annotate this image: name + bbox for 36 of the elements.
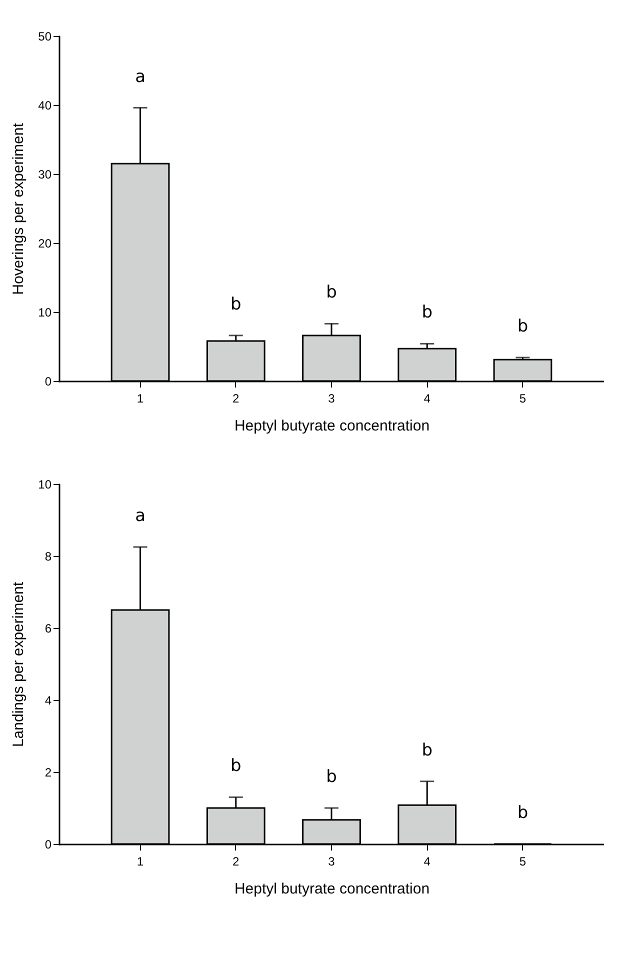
annotation: b: [230, 294, 242, 314]
y-axis-title: Hoverings per experiment: [10, 122, 28, 295]
y-axis-title: Landings per experiment: [10, 581, 28, 748]
y-tick-label: 20: [38, 236, 52, 250]
annotation: b: [326, 767, 337, 787]
x-tick-label: 5: [519, 392, 526, 406]
annotation: b: [422, 302, 433, 323]
annotation: b: [517, 803, 528, 823]
x-tick-label: 1: [136, 854, 144, 868]
x-tick-label: 2: [232, 854, 240, 868]
annotation: b: [517, 316, 528, 337]
x-tick-label: 3: [328, 854, 336, 868]
x-tick-label: 5: [519, 854, 526, 868]
annotation: b: [230, 756, 242, 776]
annotation: a: [135, 506, 146, 526]
annotation: a: [135, 66, 146, 87]
x-tick-label: 4: [424, 392, 431, 406]
y-tick-label: 6: [44, 622, 52, 636]
y-tick-label: 10: [38, 306, 52, 320]
y-tick-label: 40: [38, 98, 52, 112]
y-tick-label: 0: [44, 838, 52, 852]
y-tick-label: 0: [44, 374, 52, 388]
x-axis-title: Heptyl butyrate concentration: [234, 880, 430, 898]
y-tick-label: 2: [44, 766, 52, 780]
y-tick-label: 50: [38, 30, 52, 44]
x-tick-label: 3: [328, 392, 336, 406]
annotation: b: [422, 740, 433, 760]
x-tick-label: 2: [232, 392, 240, 406]
x-tick-label: 1: [136, 392, 144, 406]
y-tick-label: 4: [44, 694, 52, 708]
y-tick-label: 8: [44, 550, 52, 564]
y-tick-label: 10: [38, 478, 52, 492]
y-tick-label: 30: [38, 168, 52, 182]
x-axis-title: Heptyl butyrate concentration: [234, 418, 430, 434]
x-tick-label: 4: [424, 854, 431, 868]
annotation: b: [326, 282, 337, 303]
